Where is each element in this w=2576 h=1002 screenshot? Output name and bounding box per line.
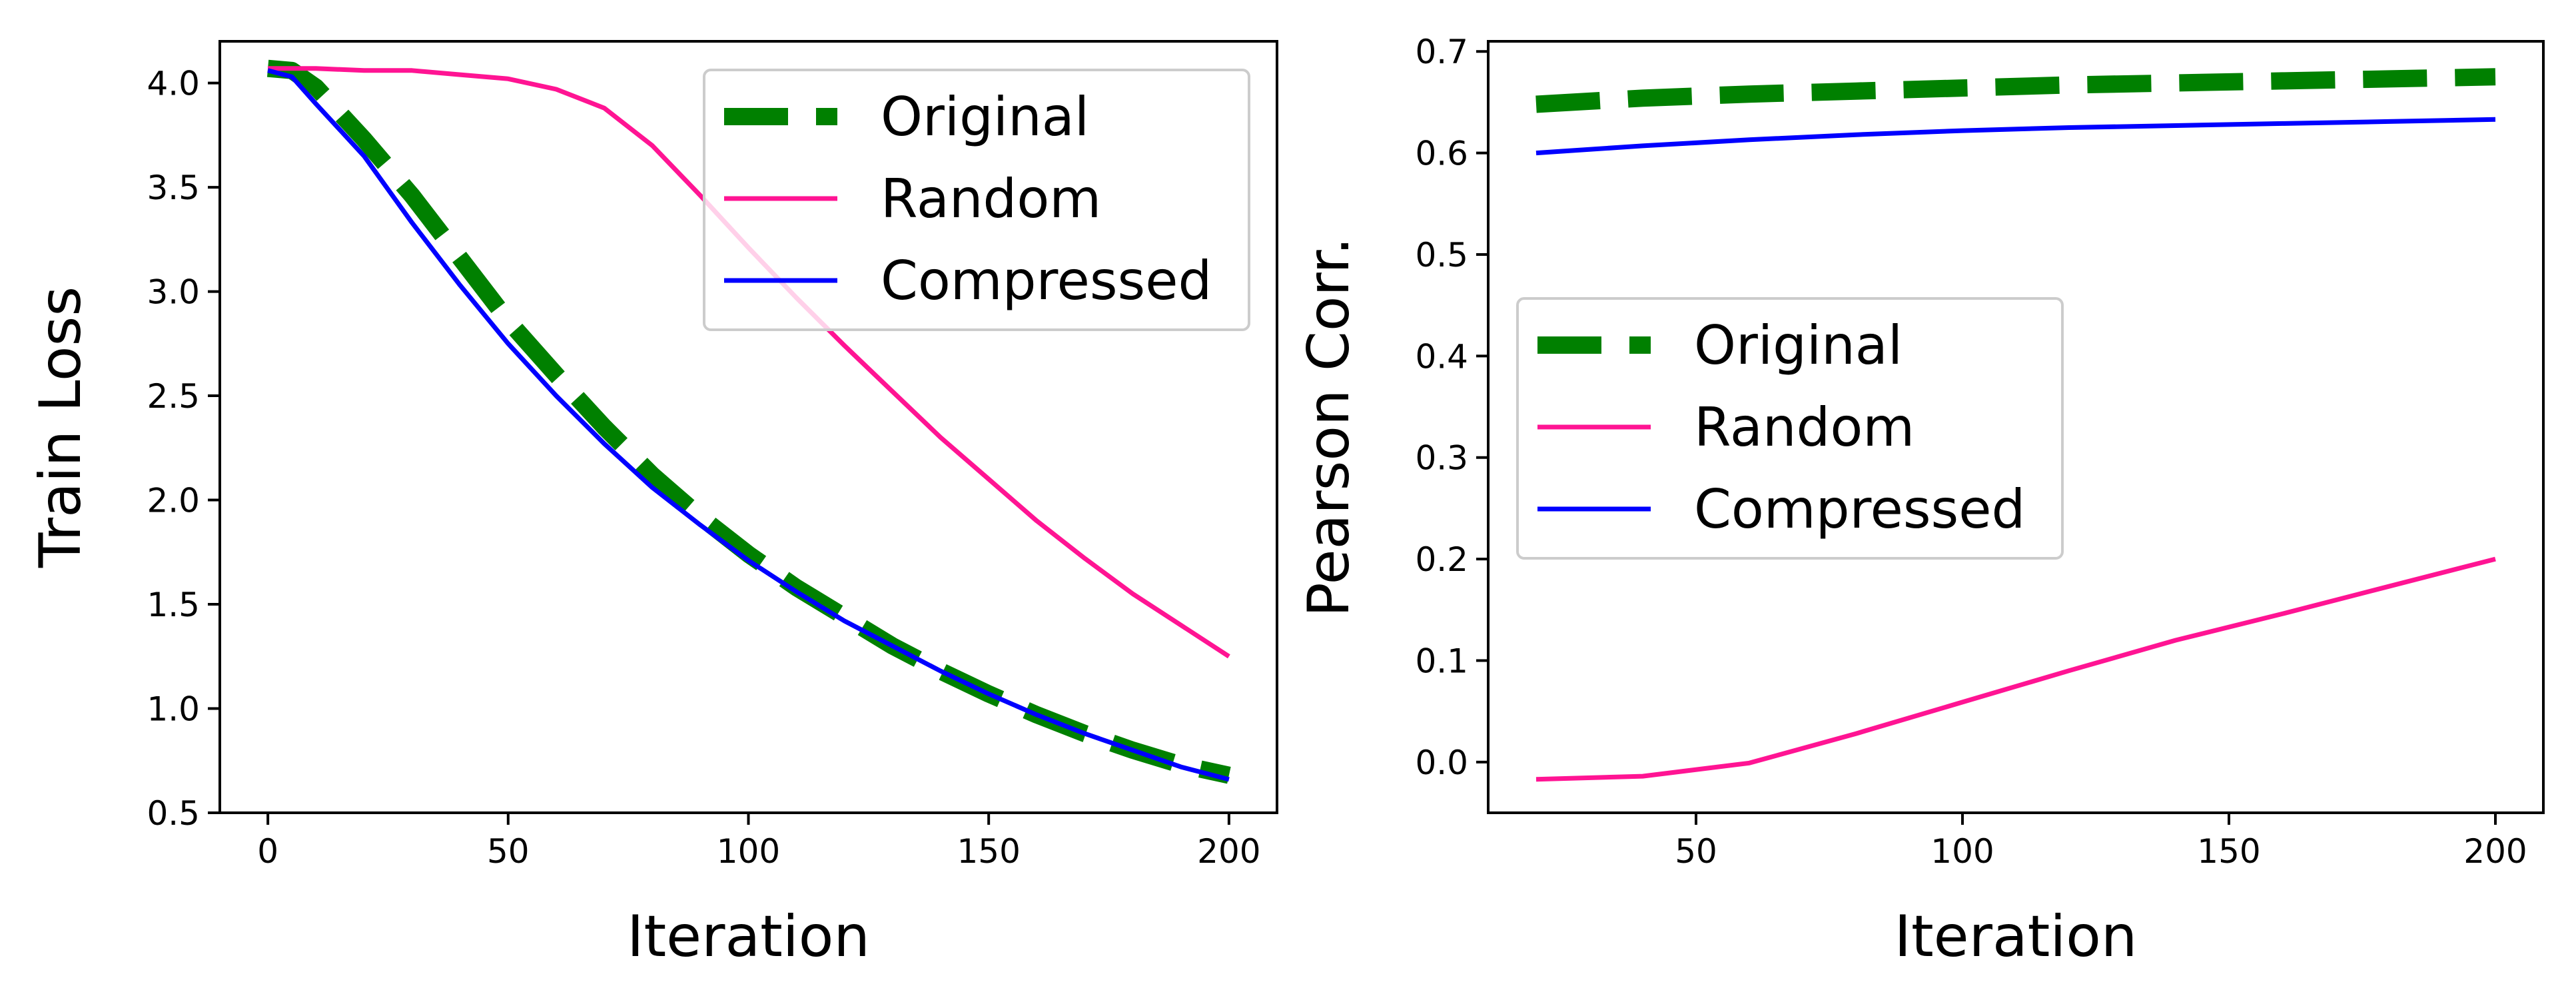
y-tick-label: 0.1: [1415, 642, 1468, 680]
x-tick-label: 100: [717, 832, 780, 871]
x-tick-label: 200: [1197, 832, 1260, 871]
y-tick-label: 0.5: [147, 794, 200, 833]
x-tick-label: 0: [257, 832, 278, 871]
legend: Original Random Compressed: [703, 69, 1250, 331]
legend-label-original: Original: [1694, 314, 1903, 376]
series-line-original: [1535, 68, 2496, 113]
y-tick-label: 2.0: [147, 482, 200, 520]
y-tick-label: 1.0: [147, 690, 200, 729]
y-tick-label: 0.6: [1415, 135, 1468, 173]
x-tick-label: 50: [1675, 832, 1717, 871]
legend-frame: [703, 69, 1250, 331]
axes-frame: [1487, 40, 2545, 814]
legend: Original Random Compressed: [1516, 297, 2064, 560]
y-tick-label: 4.0: [147, 65, 200, 103]
series-line-random: [1535, 556, 2496, 782]
x-tick-label: 150: [957, 832, 1020, 871]
y-tick-label: 0.3: [1415, 439, 1468, 478]
y-tick-label: 2.5: [147, 377, 200, 416]
legend-frame: [1516, 297, 2064, 560]
y-axis-title: Train Loss: [27, 286, 94, 568]
y-tick-label: 0.5: [1415, 236, 1468, 274]
plot-area: [1535, 68, 2496, 782]
y-tick-label: 0.7: [1415, 33, 1468, 71]
y-tick-label: 0.0: [1415, 744, 1468, 782]
y-tick-label: 3.0: [147, 273, 200, 312]
chart-panel-1: 0 50 100 150 200 0.5 1.0 1.5 2.0 2.5 3.0 3.5 4.0 Iter…: [27, 40, 1278, 970]
x-tick-label: 50: [487, 832, 530, 871]
y-tick-label: 1.5: [147, 586, 200, 624]
legend-label-random: Random: [881, 168, 1101, 230]
series-line-compressed: [1535, 117, 2496, 156]
x-axis-title: Iteration: [627, 903, 870, 970]
y-tick-label: 0.4: [1415, 337, 1468, 376]
y-tick-label: 3.5: [147, 169, 200, 207]
x-tick-label: 100: [1931, 832, 1994, 871]
chart-panel-2: 50 100 150 200 0.0 0.1 0.2 0.3 0.4 0.5 0.6 0.7 Itera…: [1296, 33, 2545, 970]
x-tick-label: 200: [2463, 832, 2527, 871]
y-axis-title: Pearson Corr.: [1296, 237, 1362, 617]
legend-label-compressed: Compressed: [881, 250, 1212, 312]
x-axis-title: Iteration: [1895, 903, 2138, 970]
legend-label-compressed: Compressed: [1694, 478, 2025, 540]
series-line-compressed: [267, 68, 1230, 782]
legend-label-random: Random: [1694, 396, 1915, 458]
y-tick-label: 0.2: [1415, 540, 1468, 579]
x-tick-label: 150: [2197, 832, 2260, 871]
legend-label-original: Original: [881, 86, 1089, 148]
